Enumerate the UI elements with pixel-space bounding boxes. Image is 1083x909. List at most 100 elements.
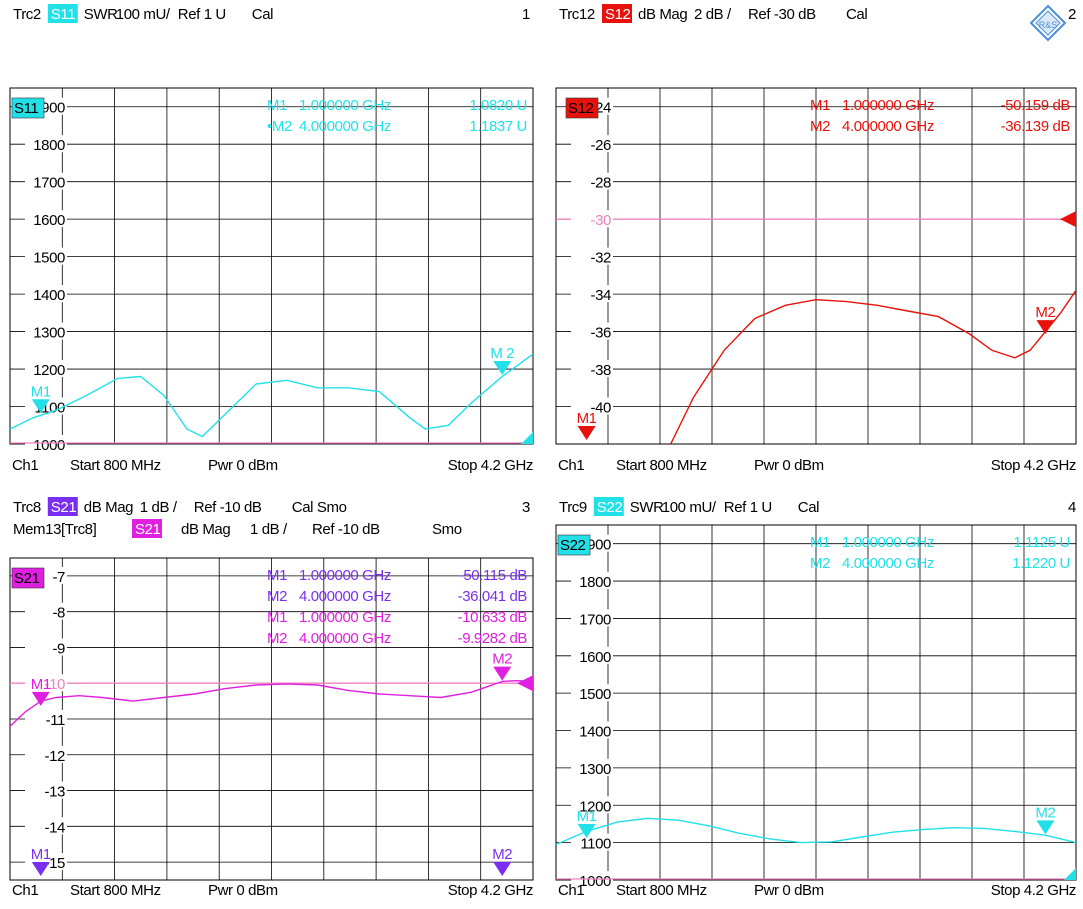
y-tick-label: 1500 [33,250,65,267]
trace-line [10,679,533,727]
marker-label: M2 [492,846,512,863]
marker-triangle-icon[interactable] [1036,820,1055,835]
marker-label: M2 [1035,304,1055,321]
y-tick-label: 1700 [33,175,65,192]
y-tick-label: -32 [591,250,612,267]
y-tick-label: -40 [591,400,612,417]
y-tick-label: 1600 [33,212,65,229]
footer-power: Pwr 0 dBm [754,882,824,899]
param-badge[interactable] [593,497,624,516]
ref-label: Ref 1 U [724,499,772,516]
reference-arrow-icon[interactable] [1060,211,1076,228]
marker-triangle-icon[interactable] [493,862,512,876]
marker-table-value: -36.041 dB [458,588,528,605]
cal-label: Cal [252,6,273,23]
trace-tag-label: S11 [14,100,38,117]
param-badge[interactable] [47,4,78,23]
format-label: dB Mag [638,6,687,23]
tick-label-bg [25,817,67,835]
y-tick-label: 1200 [579,798,611,815]
tick-label-bg [25,285,67,303]
y-tick-label: 1300 [33,325,65,342]
channel-number: 4 [1068,499,1076,516]
marker-triangle-icon[interactable] [493,666,512,681]
channel-number: 1 [522,6,530,23]
footer-start: Start 800 MHz [70,457,161,474]
param-badge-label: S22 [597,499,623,516]
scale-label: 100 mU/ [662,499,717,516]
y-tick-label: 1400 [33,287,65,304]
tick-label-bg [571,684,613,702]
marker-label: M2 [492,651,512,668]
tick-label-bg [571,646,613,664]
trace-line [10,353,533,438]
marker-label: M 2 [490,345,514,362]
param-badge[interactable] [47,497,78,516]
footer-channel: Ch1 [558,882,584,899]
tick-label-bg [25,781,67,799]
ref-label: Ref -30 dB [748,6,816,23]
tick-label-bg [25,247,67,265]
marker-table-name: M2 [267,588,287,605]
panel-p2: Trc12 S12 dB Mag 2 dB / Ref -30 dB Cal 2-24-26… [555,4,1077,474]
param-badge[interactable] [602,4,632,23]
marker-table-freq: 1.000000 GHz [842,534,934,551]
marker-triangle-icon[interactable] [493,361,512,376]
trace-name: Trc12 [559,6,595,23]
format-label: SWR [630,499,664,516]
tick-label-bg [571,135,613,153]
channel-number: 3 [522,499,530,516]
ref-label: Ref 1 U [178,6,226,23]
reference-arrow-icon[interactable] [517,675,533,692]
y-tick-label: -14 [45,819,66,836]
footer-stop: Stop 4.2 GHz [448,882,533,899]
marker-triangle-icon[interactable] [577,823,596,838]
y-tick-label: -9 [52,640,65,657]
marker-table-value: -9.9282 dB [458,630,528,647]
y-tick-label: 1100 [580,836,611,853]
logo-inner [1035,10,1061,36]
tick-label-bg [25,172,67,190]
marker-table-freq: 4.000000 GHz [842,555,934,572]
y-tick-label: -34 [591,287,612,304]
y-tick-label: 1500 [579,686,611,703]
panel-p3: Trc8 S21 dB Mag 1 dB / Ref -10 dB Cal Smo 3Mem… [9,497,534,899]
param-badge-memory[interactable] [132,519,162,538]
marker-table-freq: 4.000000 GHz [299,588,391,605]
marker-table-name: M1 [267,567,287,584]
footer-power: Pwr 0 dBm [754,457,824,474]
tick-label-bg [25,135,67,153]
tick-label-bg [571,210,613,228]
tick-label-bg [25,360,67,378]
marker-table-name: M2 [810,555,830,572]
scale-label: 1 dB / [250,521,288,538]
ref-label: Ref -10 dB [312,521,380,538]
tick-label-bg [25,602,67,620]
marker-triangle-icon[interactable] [31,862,50,876]
marker-triangle-icon[interactable] [31,399,50,414]
marker-triangle-icon[interactable] [1036,320,1055,335]
y-tick-label: 1300 [579,761,611,778]
trace-tag[interactable] [11,567,45,589]
marker-table-freq: 1.000000 GHz [299,567,391,584]
param-badge-label: S11 [51,6,75,23]
trace-name: Trc9 [559,499,587,516]
marker-triangle-icon[interactable] [577,426,596,440]
cal-label: Cal [798,499,819,516]
tick-label-bg [571,796,613,814]
footer-power: Pwr 0 dBm [208,457,278,474]
trace-tag[interactable] [565,97,599,119]
trace-line [670,290,1076,444]
tick-label-bg [571,172,613,190]
trace-tag-label: S22 [560,537,586,554]
tick-label-bg [571,758,613,776]
y-tick-label: 1600 [579,649,611,666]
cal-label: Cal [846,6,867,23]
marker-triangle-icon[interactable] [31,691,50,706]
trace-tag[interactable] [557,534,591,556]
trace-tag-label: S12 [568,100,594,117]
scale-label: 1 dB / [140,499,178,516]
tick-label-bg [571,572,613,590]
trace-tag-label: S21 [14,570,40,587]
trace-tag[interactable] [11,97,45,119]
